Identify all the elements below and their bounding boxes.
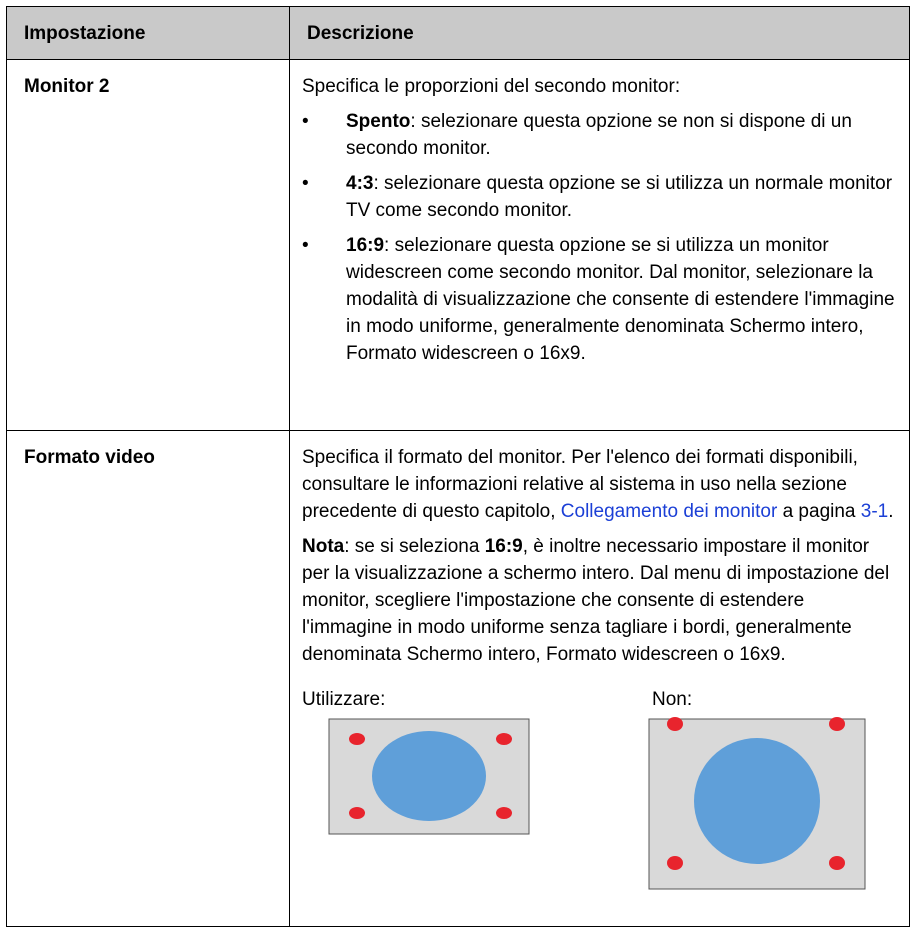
correct-diagram bbox=[328, 718, 530, 835]
text: . bbox=[888, 501, 894, 522]
text: a pagina bbox=[777, 501, 861, 522]
term: Spento bbox=[346, 111, 411, 132]
row: Formato video Specifica il formato del m… bbox=[6, 430, 910, 927]
note-label: Nota bbox=[302, 536, 345, 557]
paragraph: Specifica il formato del monitor. Per l'… bbox=[302, 444, 899, 525]
diagrams bbox=[328, 717, 866, 890]
text: : selezionare questa opzione se non si d… bbox=[346, 111, 852, 159]
note: Nota: se si seleziona 16:9, è inoltre ne… bbox=[302, 533, 899, 668]
description: Specifica le proporzioni del secondo mon… bbox=[289, 59, 910, 431]
text: : selezionare questa opzione se si utili… bbox=[346, 173, 893, 221]
bullet: 4:3: selezionare questa opzione se si ut… bbox=[302, 170, 899, 224]
intro: Specifica le proporzioni del secondo mon… bbox=[302, 76, 681, 97]
text: Specifica il formato del monitor. Per l'… bbox=[302, 447, 858, 522]
term: 16:9 bbox=[346, 235, 385, 256]
text: : selezionare questa opzione se si utili… bbox=[346, 235, 895, 364]
value: 16:9 bbox=[484, 536, 523, 557]
bullet: Spento: selezionare questa opzione se no… bbox=[302, 108, 899, 162]
page-link[interactable]: 3-1 bbox=[860, 501, 889, 522]
setting-name: Monitor 2 bbox=[6, 59, 290, 431]
header-cell: Impostazione bbox=[6, 6, 290, 60]
header-cell: Descrizione bbox=[289, 6, 910, 60]
wrong-diagram bbox=[648, 717, 866, 890]
description: Specifica il formato del monitor. Per l'… bbox=[289, 430, 910, 927]
setting-name: Formato video bbox=[6, 430, 290, 927]
term: 4:3 bbox=[346, 173, 374, 194]
settings-table: Impostazione Descrizione Monitor 2 Speci… bbox=[6, 6, 910, 927]
header-row: Impostazione Descrizione bbox=[6, 6, 910, 60]
link[interactable]: Collegamento dei monitor bbox=[560, 501, 778, 522]
images: Utilizzare: Non: bbox=[302, 686, 899, 916]
row: Monitor 2 Specifica le proporzioni del s… bbox=[6, 59, 910, 431]
bullet: 16:9: selezionare questa opzione se si u… bbox=[302, 232, 899, 367]
image-label: Utilizzare: bbox=[302, 689, 386, 710]
image-label: Non: bbox=[652, 689, 693, 710]
text: : se si seleziona bbox=[344, 536, 485, 557]
text: , è inoltre necessario impostare il moni… bbox=[302, 536, 890, 665]
